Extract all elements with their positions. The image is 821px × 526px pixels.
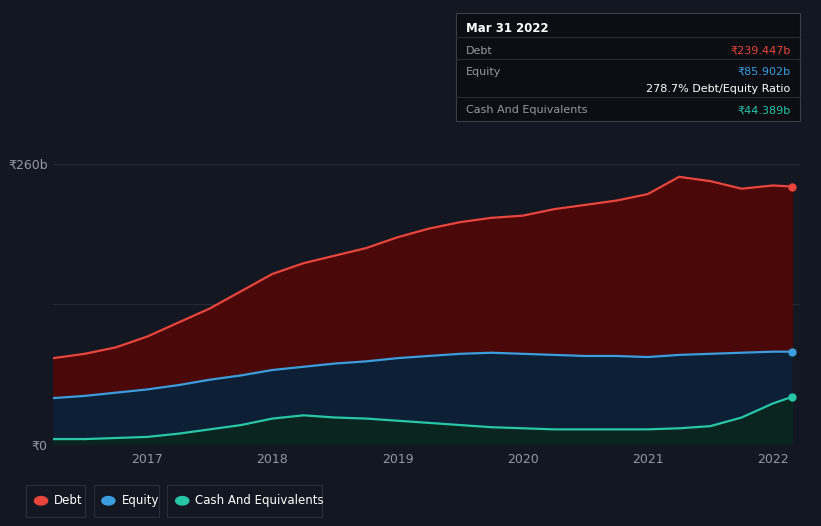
Text: Cash And Equivalents: Cash And Equivalents [466, 105, 588, 116]
Text: ₹85.902b: ₹85.902b [737, 67, 791, 77]
Text: Debt: Debt [466, 46, 493, 56]
Text: Debt: Debt [54, 494, 83, 507]
Text: Equity: Equity [466, 67, 502, 77]
Text: ₹44.389b: ₹44.389b [737, 105, 791, 116]
Text: Mar 31 2022: Mar 31 2022 [466, 23, 549, 35]
Text: ₹239.447b: ₹239.447b [730, 46, 791, 56]
Text: Equity: Equity [122, 494, 159, 507]
Text: 278.7% Debt/Equity Ratio: 278.7% Debt/Equity Ratio [646, 84, 791, 95]
Text: Cash And Equivalents: Cash And Equivalents [195, 494, 324, 507]
